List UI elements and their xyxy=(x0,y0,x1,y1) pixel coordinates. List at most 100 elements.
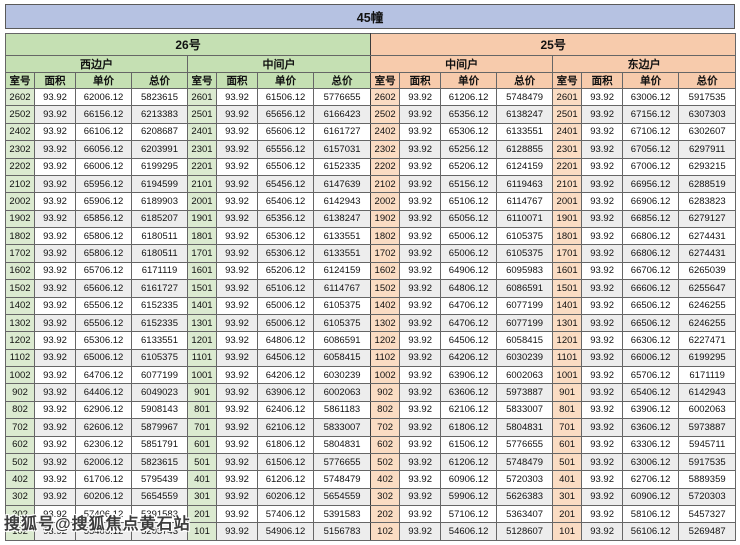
cell-total-price: 6171119 xyxy=(131,261,188,281)
table-row: 102 93.92 55406.12 5203743 101 93.92 54906.12 5… xyxy=(5,522,737,541)
cell-area: 93.92 xyxy=(34,400,76,420)
cell-area: 93.92 xyxy=(34,418,76,437)
cell-room-number: 502 xyxy=(5,452,35,472)
cell-room-number: 102 xyxy=(370,522,401,541)
cell-room-number: 701 xyxy=(552,418,583,437)
cell-unit-price: 61506.12 xyxy=(440,435,498,454)
cell-room-number: 1102 xyxy=(370,348,401,368)
cell-area: 93.92 xyxy=(399,452,442,472)
cell-total-price: 6302607 xyxy=(678,122,737,142)
cell-unit-price: 65006.12 xyxy=(257,313,314,333)
cell-area: 93.92 xyxy=(399,400,442,420)
cell-area: 93.92 xyxy=(399,470,442,489)
cell-area: 93.92 xyxy=(581,192,624,211)
cell-area: 93.92 xyxy=(34,383,76,402)
cell-total-price: 5973887 xyxy=(678,418,737,437)
cell-total-price: 6246255 xyxy=(678,296,737,315)
cell-room-number: 1902 xyxy=(370,209,401,229)
cell-room-number: 2601 xyxy=(552,87,583,107)
cell-room-number: 2402 xyxy=(370,122,401,142)
cell-room-number: 1202 xyxy=(5,331,35,350)
cell-total-price: 6255647 xyxy=(678,279,737,298)
cell-total-price: 6124159 xyxy=(496,157,554,176)
cell-room-number: 2202 xyxy=(370,157,401,176)
cell-unit-price: 66806.12 xyxy=(622,244,680,263)
cell-area: 93.92 xyxy=(34,522,76,541)
cell-area: 93.92 xyxy=(216,348,258,368)
cell-unit-price: 66506.12 xyxy=(622,313,680,333)
cell-total-price: 6030239 xyxy=(312,365,372,385)
cell-area: 93.92 xyxy=(581,365,624,385)
cell-area: 93.92 xyxy=(34,105,76,124)
cell-area: 93.92 xyxy=(34,331,76,350)
unit-header-row: 西边户 中间户 中间户 东边户 xyxy=(5,55,737,73)
cell-room-number: 1901 xyxy=(552,209,583,229)
watermark: 搜狐号@搜狐焦点黄石站 xyxy=(4,516,191,533)
cell-unit-price: 62106.12 xyxy=(257,418,314,437)
cell-total-price: 6142943 xyxy=(678,383,737,402)
cell-room-number: 302 xyxy=(370,487,401,507)
cell-total-price: 5833007 xyxy=(312,418,372,437)
cell-area: 93.92 xyxy=(399,487,442,507)
cell-total-price: 6166423 xyxy=(312,105,372,124)
cell-total-price: 6002063 xyxy=(678,400,737,420)
cell-room-number: 1502 xyxy=(370,279,401,298)
cell-total-price: 5889359 xyxy=(678,470,737,489)
cell-area: 93.92 xyxy=(581,418,624,437)
table-row: 1002 93.92 64706.12 6077199 1001 93.92 64206.1… xyxy=(5,365,737,385)
cell-area: 93.92 xyxy=(399,174,442,194)
cell-area: 93.92 xyxy=(399,296,442,315)
cell-unit-price: 62706.12 xyxy=(622,470,680,489)
price-table-container: 45幢 26号 25号 西边户 中间户 中间户 东边户 室号 面积 单价 总价 室号 面积… xyxy=(4,4,737,541)
cell-room-number: 1001 xyxy=(187,365,217,385)
cell-unit-price: 65006.12 xyxy=(75,348,132,368)
cell-unit-price: 65506.12 xyxy=(257,157,314,176)
cell-room-number: 1301 xyxy=(552,313,583,333)
cell-unit-price: 66706.12 xyxy=(622,261,680,281)
cell-unit-price: 60906.12 xyxy=(440,470,498,489)
cell-area: 93.92 xyxy=(581,504,624,524)
cell-total-price: 6297911 xyxy=(678,140,737,159)
column-header-row: 室号 面积 单价 总价 室号 面积 单价 总价 室号 面积 单价 总价 室号 面积 单价 总价 xyxy=(5,72,737,89)
cell-room-number: 2301 xyxy=(552,140,583,159)
cell-room-number: 1402 xyxy=(5,296,35,315)
cell-unit-price: 61806.12 xyxy=(440,418,498,437)
cell-room-number: 2001 xyxy=(187,192,217,211)
cell-room-number: 1801 xyxy=(187,226,217,246)
cell-total-price: 5128607 xyxy=(496,522,554,541)
cell-room-number: 2201 xyxy=(552,157,583,176)
cell-total-price: 5851791 xyxy=(131,435,188,454)
cell-area: 93.92 xyxy=(399,331,442,350)
cell-room-number: 1102 xyxy=(5,348,35,368)
cell-total-price: 5795439 xyxy=(131,470,188,489)
cell-unit-price: 55406.12 xyxy=(75,522,132,541)
cell-area: 93.92 xyxy=(34,174,76,194)
cell-total-price: 6161727 xyxy=(131,279,188,298)
table-row: 2602 93.92 62006.12 5823615 2601 93.92 61506.1… xyxy=(5,87,737,107)
cell-area: 93.92 xyxy=(34,452,76,472)
cell-area: 93.92 xyxy=(581,331,624,350)
table-row: 1302 93.92 65506.12 6152335 1301 93.92 65006.1… xyxy=(5,313,737,333)
cell-area: 93.92 xyxy=(581,140,624,159)
cell-total-price: 5457327 xyxy=(678,504,737,524)
cell-area: 93.92 xyxy=(399,522,442,541)
table-row: 1902 93.92 65856.12 6185207 1901 93.92 65356.1… xyxy=(5,209,737,229)
table-row: 1402 93.92 65506.12 6152335 1401 93.92 65006.1… xyxy=(5,296,737,315)
cell-total-price: 6227471 xyxy=(678,331,737,350)
cell-unit-price: 64706.12 xyxy=(440,313,498,333)
cell-room-number: 2602 xyxy=(370,87,401,107)
cell-area: 93.92 xyxy=(34,435,76,454)
cell-room-number: 2402 xyxy=(5,122,35,142)
building-26-header: 26号 xyxy=(4,33,372,56)
cell-unit-price: 65706.12 xyxy=(622,365,680,385)
cell-total-price: 6171119 xyxy=(678,365,737,385)
table-row: 2302 93.92 66056.12 6203991 2301 93.92 65556.1… xyxy=(5,140,737,159)
cell-room-number: 701 xyxy=(187,418,217,437)
cell-room-number: 2102 xyxy=(5,174,35,194)
cell-total-price: 6114767 xyxy=(312,279,372,298)
cell-unit-price: 65556.12 xyxy=(257,140,314,159)
cell-unit-price: 63906.12 xyxy=(440,365,498,385)
table-row: 502 93.92 62006.12 5823615 501 93.92 61506.12 5… xyxy=(5,452,737,472)
cell-area: 93.92 xyxy=(581,452,624,472)
cell-total-price: 6138247 xyxy=(496,105,554,124)
